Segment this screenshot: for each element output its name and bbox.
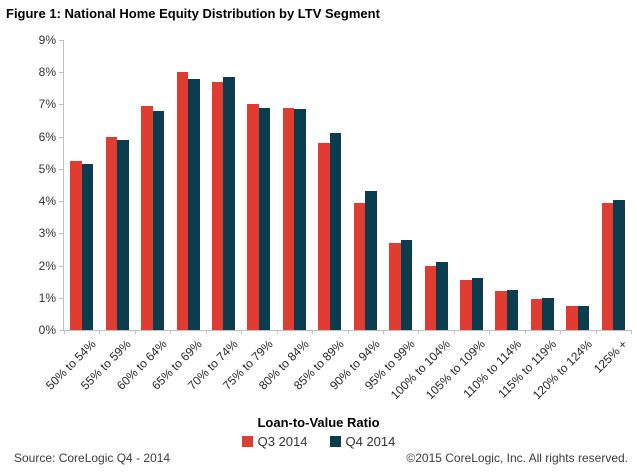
x-axis-tick-mark xyxy=(170,330,172,334)
x-axis-tick-mark xyxy=(64,330,65,334)
bar-q3-2014 xyxy=(530,299,543,330)
y-axis-tick-label: 2% xyxy=(38,258,56,273)
y-axis-tick-mark xyxy=(59,40,64,41)
x-axis-tick-mark xyxy=(560,330,562,334)
x-axis-tick-mark xyxy=(347,330,349,334)
bar-q4-2014 xyxy=(436,262,448,330)
bar-q3-2014 xyxy=(353,202,366,330)
legend: Q3 2014 Q4 2014 xyxy=(0,434,637,449)
source-note: Source: CoreLogic Q4 - 2014 xyxy=(14,451,171,465)
bar-q4-2014 xyxy=(188,78,200,330)
y-axis-tick-mark xyxy=(59,136,64,138)
x-axis-tick-mark xyxy=(134,330,136,334)
bar-q3-2014 xyxy=(495,291,507,330)
x-axis-tick-mark xyxy=(205,330,207,334)
x-axis-category-label: 125% + xyxy=(591,337,631,376)
y-axis-tick-label: 6% xyxy=(38,129,56,144)
y-axis-tick-mark xyxy=(59,201,64,203)
bar-q4-2014 xyxy=(365,191,377,330)
x-axis-tick-mark xyxy=(453,330,455,334)
y-axis-tick-mark xyxy=(59,265,64,267)
legend-swatch-icon xyxy=(241,436,253,447)
y-axis-tick-mark xyxy=(59,72,64,74)
x-axis-tick-mark xyxy=(276,330,278,334)
bar-q3-2014 xyxy=(141,106,153,330)
x-axis-tick-mark xyxy=(631,330,632,334)
y-axis-tick-label: 8% xyxy=(38,65,56,80)
y-axis-tick-label: 0% xyxy=(38,323,56,337)
x-axis-tick-mark xyxy=(312,330,314,334)
bar-q3-2014 xyxy=(70,160,82,330)
bar-q4-2014 xyxy=(258,107,271,330)
bar-q3-2014 xyxy=(460,280,472,330)
bar-q3-2014 xyxy=(247,104,259,330)
y-axis-tick-mark xyxy=(59,297,64,299)
y-axis-tick-mark xyxy=(59,233,64,235)
x-axis-title: Loan-to-Value Ratio xyxy=(257,415,380,430)
copyright-note: ©2015 CoreLogic, Inc. All rights reserve… xyxy=(406,451,628,465)
y-axis-tick-mark xyxy=(59,330,64,331)
y-axis-tick-label: 9% xyxy=(38,33,56,47)
bar-q4-2014 xyxy=(329,133,342,330)
x-axis-tick-mark xyxy=(489,330,491,334)
legend-label: Q3 2014 xyxy=(257,434,308,449)
bar-q3-2014 xyxy=(176,72,189,330)
legend-item: Q4 2014 xyxy=(329,434,396,449)
bar-q3-2014 xyxy=(566,305,578,330)
bar-q4-2014 xyxy=(400,239,413,330)
bar-q3-2014 xyxy=(282,107,295,330)
legend-item: Q3 2014 xyxy=(241,434,308,449)
chart-title: Figure 1: National Home Equity Distribut… xyxy=(6,6,380,21)
y-axis-tick-mark xyxy=(59,168,64,170)
bar-q4-2014 xyxy=(223,77,235,330)
plot-area: 0% 1% 2% 3% 4% 5% 6% 7% 8% 9% 50% to 54% 55% to 59%… xyxy=(39,33,632,402)
bar-q4-2014 xyxy=(542,297,554,330)
bar-q4-2014 xyxy=(152,110,165,330)
bar-q4-2014 xyxy=(117,139,129,330)
y-axis-tick-mark xyxy=(59,104,64,106)
bar-q3-2014 xyxy=(424,265,437,330)
x-axis-tick-mark xyxy=(99,330,101,334)
bar-q3-2014 xyxy=(601,202,614,330)
x-axis-tick-mark xyxy=(595,330,597,334)
x-axis-tick-mark xyxy=(418,330,420,334)
bar-q4-2014 xyxy=(506,289,519,330)
y-axis-tick-label: 3% xyxy=(38,226,56,241)
y-axis-tick-label: 4% xyxy=(38,194,56,209)
bar-q4-2014 xyxy=(294,109,306,330)
y-axis-tick-label: 7% xyxy=(38,97,56,112)
x-axis-tick-mark xyxy=(382,330,384,334)
bar-q4-2014 xyxy=(613,199,625,330)
bar-q3-2014 xyxy=(389,243,401,330)
bar-q4-2014 xyxy=(471,278,484,330)
bar-q3-2014 xyxy=(105,136,118,330)
bar-q3-2014 xyxy=(211,81,224,330)
y-axis-tick-label: 1% xyxy=(38,290,56,305)
x-axis-tick-mark xyxy=(524,330,526,334)
bar-q4-2014 xyxy=(577,305,590,330)
x-axis-tick-mark xyxy=(241,330,243,334)
y-axis-tick-label: 5% xyxy=(38,161,56,176)
legend-swatch-icon xyxy=(329,436,341,447)
bar-q3-2014 xyxy=(318,143,330,330)
legend-label: Q4 2014 xyxy=(345,434,396,449)
bar-q4-2014 xyxy=(81,164,94,330)
